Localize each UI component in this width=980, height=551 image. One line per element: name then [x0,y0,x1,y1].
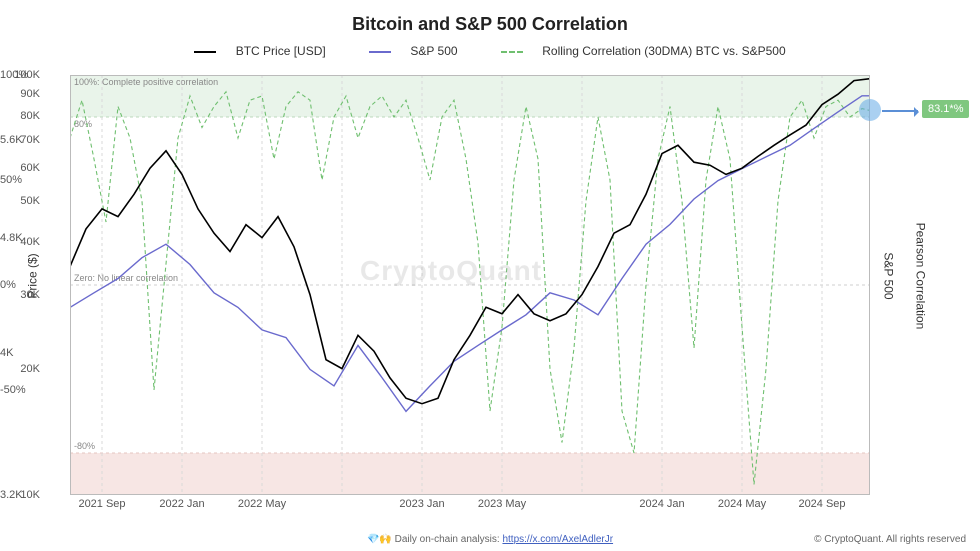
axis-tick: -50% [0,384,26,396]
legend-swatch-corr [501,51,523,53]
chart-container: Bitcoin and S&P 500 Correlation BTC Pric… [0,0,980,551]
y-axis-corr-label: Pearson Correlation [914,222,928,329]
axis-tick: 0% [0,279,16,291]
axis-tick: 2024 May [718,498,766,510]
svg-text:-80%: -80% [74,441,95,451]
footer-credit: 💎🙌 Daily on-chain analysis: https://x.co… [367,534,613,545]
axis-tick: 20K [0,363,40,375]
axis-tick: 4.8K [0,232,23,244]
axis-tick: 80K [0,110,40,122]
axis-tick: 90K [0,88,40,100]
legend-swatch-sp500 [369,51,391,53]
footer-rights: © CryptoQuant. All rights reserved [814,534,966,545]
footer-credit-link[interactable]: https://x.com/AxelAdlerJr [502,534,613,545]
legend-swatch-btc [194,51,216,53]
svg-text:80%: 80% [74,119,92,129]
axis-tick: 100% [0,69,28,81]
y-axis-sp-label: S&P 500 [881,252,895,299]
watermark: CryptoQuant [360,255,542,287]
legend-item-corr: Rolling Correlation (30DMA) BTC vs. S&P5… [491,44,796,58]
axis-tick: 3.2K [0,489,23,501]
legend-label-sp500: S&P 500 [410,44,457,58]
callout-arrow [882,110,918,112]
axis-tick: 5.6K [0,134,23,146]
footer-credit-prefix: 💎🙌 Daily on-chain analysis: [367,534,503,545]
svg-text:Zero: No linear correlation: Zero: No linear correlation [74,273,178,283]
axis-tick: 2022 Jan [159,498,204,510]
svg-text:100%: Complete positive correl: 100%: Complete positive correlation [74,77,218,87]
chart-title: Bitcoin and S&P 500 Correlation [0,14,980,35]
axis-tick: 2024 Sep [798,498,845,510]
axis-tick: 50% [0,174,22,186]
axis-tick: 2023 Jan [399,498,444,510]
legend-label-corr: Rolling Correlation (30DMA) BTC vs. S&P5… [542,44,785,58]
axis-tick: 60K [0,162,40,174]
axis-tick: 2021 Sep [78,498,125,510]
legend: BTC Price [USD] S&P 500 Rolling Correlat… [0,44,980,58]
axis-tick: 2024 Jan [639,498,684,510]
legend-label-btc: BTC Price [USD] [236,44,326,58]
axis-tick: 50K [0,195,40,207]
axis-tick: 2022 May [238,498,286,510]
legend-item-sp500: S&P 500 [359,44,471,58]
legend-item-btc: BTC Price [USD] [184,44,339,58]
axis-tick: 2023 May [478,498,526,510]
axis-tick: 4K [0,347,13,359]
callout-badge: 83.1*% [922,100,969,118]
current-value-marker [859,99,881,121]
plot-area: 100%: Complete positive correlation 80% -8… [70,75,870,495]
